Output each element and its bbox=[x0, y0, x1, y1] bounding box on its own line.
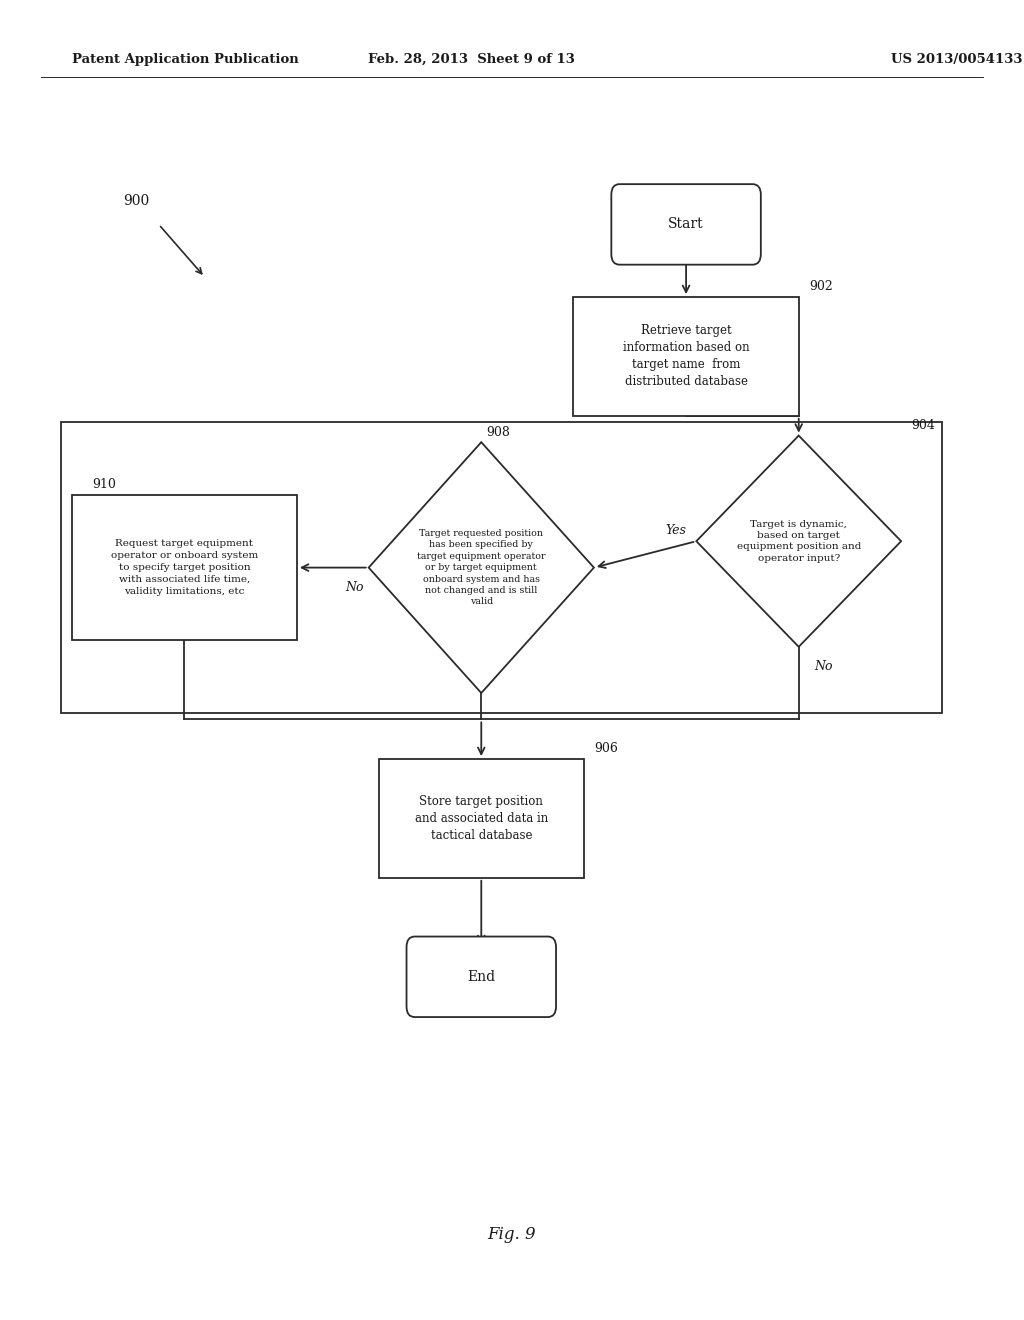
Bar bbox=[573, 297, 799, 416]
Text: 904: 904 bbox=[911, 418, 935, 432]
FancyBboxPatch shape bbox=[611, 183, 761, 264]
Polygon shape bbox=[369, 442, 594, 693]
Text: Patent Application Publication: Patent Application Publication bbox=[72, 53, 298, 66]
FancyBboxPatch shape bbox=[407, 937, 556, 1016]
Text: 906: 906 bbox=[594, 742, 617, 755]
Text: Yes: Yes bbox=[666, 524, 686, 537]
Text: Fig. 9: Fig. 9 bbox=[487, 1226, 537, 1242]
Text: 910: 910 bbox=[92, 478, 116, 491]
Text: Target requested position
has been specified by
target equipment operator
or by : Target requested position has been speci… bbox=[417, 529, 546, 606]
Text: Store target position
and associated data in
tactical database: Store target position and associated dat… bbox=[415, 795, 548, 842]
Text: No: No bbox=[345, 581, 364, 594]
Bar bbox=[379, 759, 584, 878]
Bar bbox=[61, 422, 942, 713]
Text: Retrieve target
information based on
target name  from
distributed database: Retrieve target information based on tar… bbox=[623, 325, 750, 388]
Text: Request target equipment
operator or onboard system
to specify target position
w: Request target equipment operator or onb… bbox=[111, 540, 258, 595]
Text: Target is dynamic,
based on target
equipment position and
operator input?: Target is dynamic, based on target equip… bbox=[736, 520, 861, 562]
Text: 900: 900 bbox=[123, 194, 150, 207]
Text: US 2013/0054133 A1: US 2013/0054133 A1 bbox=[891, 53, 1024, 66]
Text: No: No bbox=[814, 660, 833, 673]
Text: Feb. 28, 2013  Sheet 9 of 13: Feb. 28, 2013 Sheet 9 of 13 bbox=[368, 53, 574, 66]
Bar bbox=[72, 495, 297, 640]
Text: 908: 908 bbox=[486, 425, 510, 438]
Text: 902: 902 bbox=[809, 280, 833, 293]
Text: Start: Start bbox=[669, 218, 703, 231]
Polygon shape bbox=[696, 436, 901, 647]
Text: End: End bbox=[467, 970, 496, 983]
